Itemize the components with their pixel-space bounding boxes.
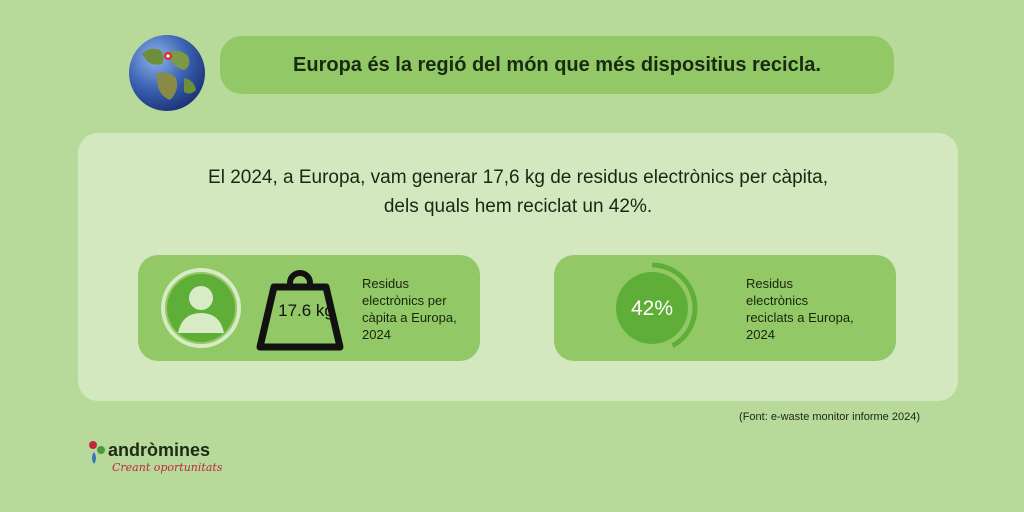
user-avatar-icon: [161, 268, 241, 348]
recycled-value: 42%: [630, 297, 674, 320]
logo-name: andròmines: [108, 440, 211, 460]
weight-card: 17.6 kg Residus electrònics per càpita a…: [138, 255, 480, 361]
weight-icon: [256, 270, 344, 351]
weight-description: Residus electrònics per càpita a Europa,…: [362, 276, 457, 342]
recycled-card: 42% Residus electrònics reciclats a Euro…: [554, 255, 896, 361]
intro-text: El 2024, a Europa, vam generar 17,6 kg d…: [78, 163, 958, 221]
intro-line-1: El 2024, a Europa, vam generar 17,6 kg d…: [208, 167, 828, 188]
logo-tagline: Creant oportunitats: [112, 461, 223, 474]
source-note: (Font: e-waste monitor informe 2024): [739, 411, 920, 423]
globe-icon: [129, 35, 205, 111]
logo-drops-icon: [89, 441, 105, 464]
header-title: Europa és la regió del món que més dispo…: [220, 36, 894, 94]
intro-line-2: dels quals hem reciclat un 42%.: [383, 196, 653, 217]
weight-value: 17.6 kg: [278, 301, 334, 320]
info-panel: El 2024, a Europa, vam generar 17,6 kg d…: [78, 133, 958, 401]
logo: andròmines Creant oportunitats: [88, 440, 268, 480]
progress-ring: [606, 262, 698, 354]
recycled-description: Residus electrònics reciclats a Europa, …: [746, 276, 854, 342]
